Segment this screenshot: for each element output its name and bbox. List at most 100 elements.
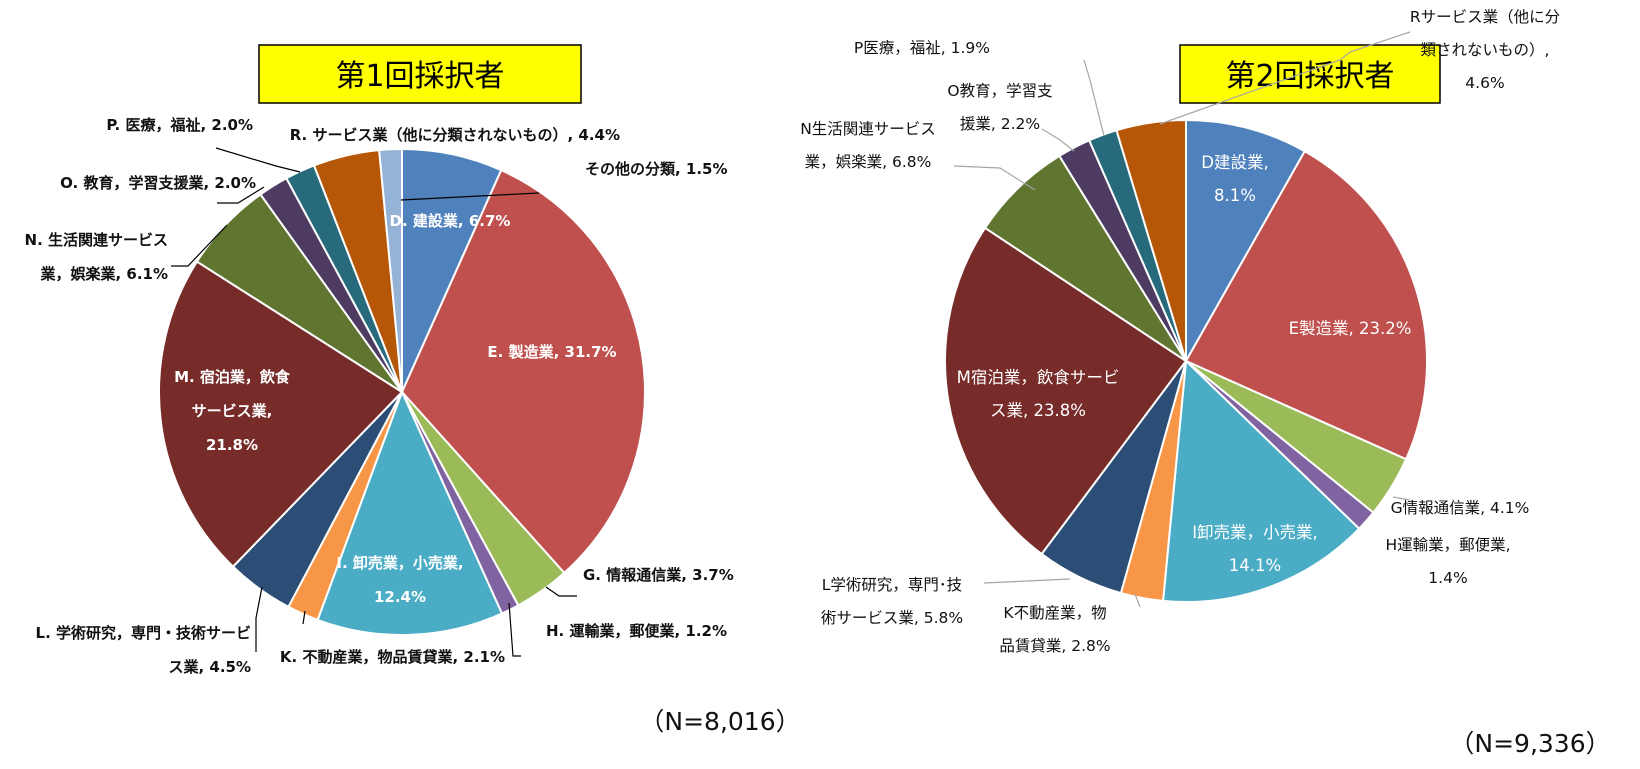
slice-label-line: 業，娯楽業, 6.1%	[39, 265, 168, 283]
slice-label-2-5: K不動産業，物品賃貸業, 2.8%	[999, 604, 1110, 655]
slice-label-2-9: O教育，学習支援業, 2.2%	[947, 82, 1052, 133]
slice-label-1-8: N. 生活関連サービス業，娯楽業, 6.1%	[25, 231, 168, 283]
slice-label-2-10: P医療，福祉, 1.9%	[854, 39, 990, 57]
leader-line-2-6	[983, 578, 1071, 584]
slice-label-line: ス業, 23.8%	[990, 401, 1086, 420]
slice-label-2-1: E製造業, 23.2%	[1289, 319, 1412, 338]
slice-label-line: E. 製造業, 31.7%	[487, 343, 616, 361]
chart-title-round-1: 第1回採択者	[335, 59, 504, 94]
slice-label-line: P医療，福祉, 1.9%	[854, 39, 990, 57]
slice-label-2-8: N生活関連サービス業，娯楽業, 6.8%	[800, 120, 936, 171]
slice-label-line: D. 建設業, 6.7%	[390, 212, 511, 230]
slice-label-line: 21.8%	[206, 436, 258, 454]
slice-label-line: サービス業,	[192, 402, 273, 420]
slice-label-line: L. 学術研究，専門・技術サービ	[36, 624, 251, 642]
slice-label-1-4: I. 卸売業，小売業, 12.4%	[336, 554, 463, 606]
slice-label-line: 14.1%	[1229, 556, 1281, 575]
slice-label-line: 1.4%	[1428, 569, 1467, 587]
slice-label-1-0: D. 建設業, 6.7%	[390, 212, 511, 230]
slice-label-line: 品賃貸業, 2.8%	[999, 637, 1110, 655]
slice-label-line: N生活関連サービス	[800, 120, 936, 138]
slice-label-line: H運輸業，郵便業,	[1385, 536, 1510, 554]
chart-title-round-2: 第2回採択者	[1225, 59, 1394, 94]
leader-line-2-11	[1159, 31, 1411, 125]
slice-label-2-2: G情報通信業, 4.1%	[1391, 499, 1530, 517]
slice-label-line: 8.1%	[1214, 186, 1256, 205]
slice-label-1-7: M. 宿泊業，飲食サービス業, 21.8%	[174, 368, 291, 454]
slice-label-line: R. サービス業（他に分類されないもの）, 4.4%	[290, 126, 620, 144]
slice-label-line: G. 情報通信業, 3.7%	[583, 566, 734, 584]
slice-label-line: Rサービス業（他に分	[1410, 8, 1560, 26]
slice-label-line: G情報通信業, 4.1%	[1391, 499, 1530, 517]
slice-label-line: 業，娯楽業, 6.8%	[805, 153, 932, 171]
pie-slice-2-r	[1115, 118, 1187, 362]
pie-chart-round-2: 第2回採択者 D建設業, 8.1% E製造業, 23.2% G情報通信業, 4.1% H…	[800, 8, 1610, 758]
slice-label-line: M. 宿泊業，飲食	[174, 368, 291, 386]
slice-label-2-4: I卸売業，小売業, 14.1%	[1192, 523, 1318, 575]
pie-chart-round-1: 第1回採択者 D. 建設業, 6.7% E. 製造業, 31.7% G. 情報通信業…	[25, 44, 801, 736]
pie-slice-1-m	[158, 260, 404, 569]
slice-label-1-10: P. 医療，福祉, 2.0%	[106, 116, 253, 134]
slice-label-line: N. 生活関連サービス	[25, 231, 168, 249]
slice-label-line: その他の分類, 1.5%	[585, 160, 728, 178]
slice-label-1-12: その他の分類, 1.5%	[585, 160, 728, 178]
slice-label-1-5: K. 不動産業，物品賃貸業, 2.1%	[280, 648, 505, 666]
slice-label-1-9: O. 教育，学習支援業, 2.0%	[60, 174, 256, 192]
leader-line-2-8	[953, 165, 1036, 191]
slice-labels-round-1: D. 建設業, 6.7% E. 製造業, 31.7% G. 情報通信業, 3.7% H…	[25, 116, 734, 676]
slice-label-1-6: L. 学術研究，専門・技術サービス業, 4.5%	[36, 624, 251, 676]
leader-line-2-10	[1083, 59, 1105, 137]
leader-line-1-6	[255, 586, 263, 652]
leader-line-1-12	[400, 192, 540, 201]
slice-label-line: H. 運輸業，郵便業, 1.2%	[546, 622, 727, 640]
pie-slice-1-i	[316, 389, 504, 636]
slice-label-2-3: H運輸業，郵便業, 1.4%	[1385, 536, 1510, 587]
pie-slice-1-e	[400, 168, 647, 575]
leader-line-1-10	[215, 147, 301, 173]
chart-title-box-round-1	[258, 44, 582, 104]
leader-line-1-5	[302, 610, 306, 625]
slice-label-line: O. 教育，学習支援業, 2.0%	[60, 174, 256, 192]
leader-line-2-5	[1134, 593, 1141, 608]
chart-title-box-round-2	[1179, 44, 1441, 104]
slice-label-line: I. 卸売業，小売業,	[336, 554, 463, 572]
pie-slices-round-2	[944, 118, 1429, 603]
pie-slice-2-d	[1185, 118, 1307, 365]
slice-label-1-1: E. 製造業, 31.7%	[487, 343, 616, 361]
pie-slice-2-m	[944, 226, 1188, 556]
leader-lines-round-2	[953, 31, 1411, 608]
slice-label-line: ス業, 4.5%	[168, 658, 251, 676]
slice-label-line: P. 医療，福祉, 2.0%	[106, 116, 253, 134]
pie-slice-2-i	[1161, 358, 1361, 603]
slice-label-line: M宿泊業，飲食サービ	[957, 368, 1120, 387]
slice-label-line: K. 不動産業，物品賃貸業, 2.1%	[280, 648, 505, 666]
leader-line-1-3	[508, 602, 521, 657]
pie-slice-2-e	[1184, 149, 1429, 461]
slice-label-line: 術サービス業, 5.8%	[821, 609, 963, 627]
leader-line-2-9	[1041, 128, 1075, 152]
leader-line-1-9	[217, 186, 265, 204]
slice-label-line: K不動産業，物	[1003, 604, 1106, 622]
slice-label-line: 類されないもの）,	[1421, 41, 1550, 59]
slice-label-line: I卸売業，小売業,	[1192, 523, 1318, 542]
leader-line-1-2	[545, 586, 577, 597]
slice-label-line: 援業, 2.2%	[960, 115, 1040, 133]
slice-label-line: E製造業, 23.2%	[1289, 319, 1412, 338]
sample-size-round-1: （N=8,016）	[639, 707, 800, 736]
sample-size-round-2: （N=9,336）	[1449, 729, 1610, 758]
slice-label-line: O教育，学習支	[947, 82, 1052, 100]
pie-slice-2-n	[983, 154, 1187, 362]
leader-line-2-2	[1392, 496, 1411, 501]
slice-label-2-6: L学術研究，専門･技術サービス業, 5.8%	[821, 576, 963, 627]
slice-label-1-2: G. 情報通信業, 3.7%	[583, 566, 734, 584]
slice-label-line: L学術研究，専門･技	[822, 576, 962, 594]
slice-label-line: 12.4%	[374, 588, 426, 606]
slice-label-1-11: R. サービス業（他に分類されないもの）, 4.4%	[290, 126, 620, 144]
slice-label-1-3: H. 運輸業，郵便業, 1.2%	[546, 622, 727, 640]
leader-line-1-8	[171, 224, 228, 267]
slice-label-2-7: M宿泊業，飲食サービス業, 23.8%	[957, 368, 1120, 420]
slice-label-line: 4.6%	[1465, 74, 1504, 92]
slice-label-2-11: Rサービス業（他に分類されないもの）, 4.6%	[1410, 8, 1560, 92]
pie-slice-1-slice	[378, 147, 403, 393]
